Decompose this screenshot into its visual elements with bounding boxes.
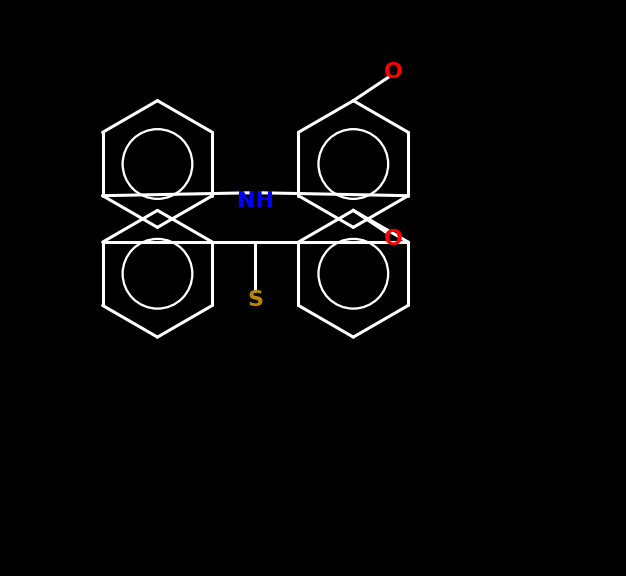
Text: NH: NH bbox=[237, 191, 274, 211]
Text: O: O bbox=[384, 62, 403, 82]
Text: S: S bbox=[247, 290, 264, 310]
Text: O: O bbox=[384, 229, 403, 249]
